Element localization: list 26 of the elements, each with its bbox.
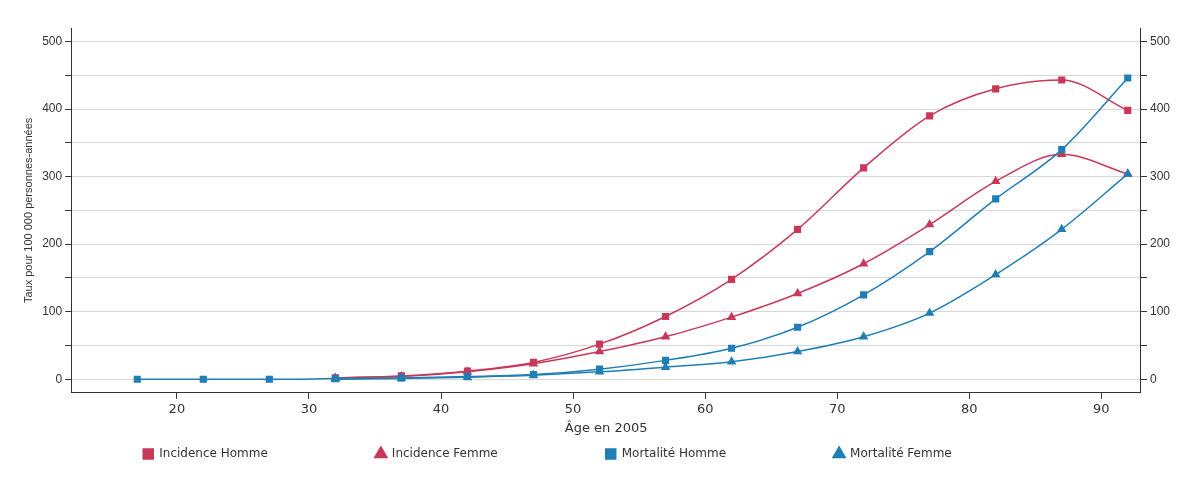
legend-label: Mortalité Homme bbox=[621, 446, 823, 461]
y-tick-label: 300 bbox=[42, 168, 63, 183]
x-tick-label: 60 bbox=[696, 400, 714, 416]
legend-label: Mortalité Femme bbox=[850, 446, 1048, 461]
y2-tick-label: 300 bbox=[1149, 168, 1171, 183]
x-axis-title: Âge en 2005 bbox=[564, 419, 648, 435]
x-tick-label: 30 bbox=[300, 400, 318, 416]
y2-tick-label: 100 bbox=[1149, 304, 1171, 319]
x-tick-label: 50 bbox=[564, 400, 582, 416]
y-tick-label: 400 bbox=[42, 101, 63, 116]
y2-tick-label: 500 bbox=[1149, 33, 1171, 48]
y-tick-label: 0 bbox=[55, 371, 63, 386]
x-tick-label: 40 bbox=[432, 400, 450, 416]
y2-tick-label: 400 bbox=[1149, 101, 1171, 116]
y-axis-title: Taux pour 100 000 personnes-années bbox=[21, 117, 34, 304]
y2-tick-label: 0 bbox=[1149, 371, 1157, 386]
legend-label: Incidence Femme bbox=[391, 446, 594, 461]
x-tick-label: 80 bbox=[961, 400, 978, 416]
y2-tick-label: 200 bbox=[1149, 236, 1171, 251]
x-tick-label: 90 bbox=[1093, 400, 1110, 416]
y-tick-label: 500 bbox=[42, 33, 63, 48]
legend-label: Incidence Homme bbox=[159, 446, 364, 461]
y-tick-label: 200 bbox=[42, 236, 63, 251]
x-tick-label: 70 bbox=[828, 400, 846, 416]
x-tick-label: 20 bbox=[168, 400, 186, 416]
y-tick-label: 100 bbox=[42, 304, 63, 319]
